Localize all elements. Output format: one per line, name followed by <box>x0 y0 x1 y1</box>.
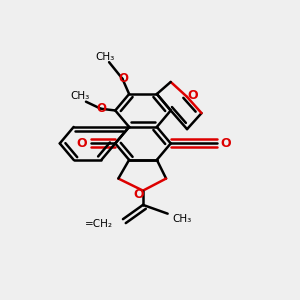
Text: O: O <box>76 137 87 150</box>
Text: =CH₂: =CH₂ <box>84 219 112 229</box>
Text: O: O <box>133 188 144 201</box>
Text: CH₃: CH₃ <box>95 52 114 62</box>
Text: O: O <box>187 88 198 102</box>
Text: CH₃: CH₃ <box>70 92 89 101</box>
Text: O: O <box>220 137 231 150</box>
Text: O: O <box>118 72 128 85</box>
Text: O: O <box>97 102 106 115</box>
Text: CH₃: CH₃ <box>172 214 191 224</box>
